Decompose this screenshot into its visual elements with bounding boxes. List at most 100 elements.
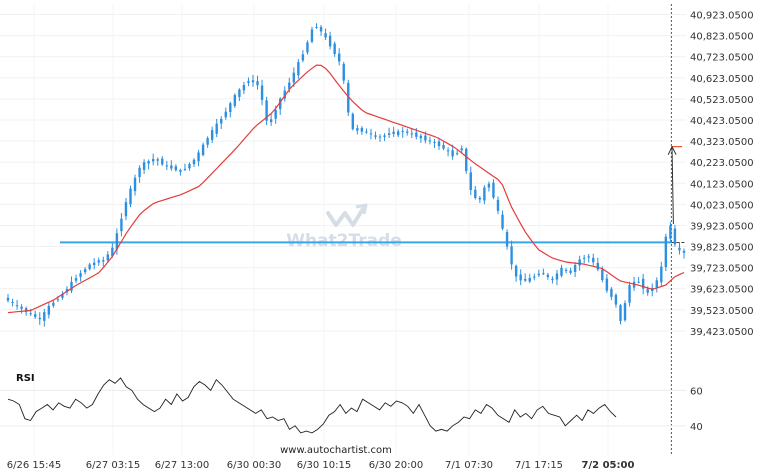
price-tick-label: 40,023.0500 xyxy=(690,200,754,211)
candle-body xyxy=(592,257,595,263)
candle-body xyxy=(43,312,46,321)
candle-body xyxy=(628,284,631,303)
candle-body xyxy=(265,100,268,121)
candle-body xyxy=(165,165,168,167)
candle-body xyxy=(564,269,568,271)
candle-body xyxy=(437,141,441,147)
candle-body xyxy=(242,85,246,91)
time-tick-label: 6/26 15:45 xyxy=(7,460,61,471)
candle-body xyxy=(496,199,500,211)
time-axis: 6/26 15:45 6/27 03:15 6/27 13:00 6/30 00:30… xyxy=(7,460,635,471)
candle-body xyxy=(347,82,350,113)
price-tick-label: 40,523.0500 xyxy=(690,95,754,106)
candle-body xyxy=(610,288,613,297)
candle-body xyxy=(161,158,164,165)
candle-body xyxy=(483,187,486,201)
candle-body xyxy=(170,165,173,169)
candle-body xyxy=(560,267,563,276)
candle-body xyxy=(673,228,677,245)
time-grid xyxy=(33,4,609,455)
arrow-head-icon xyxy=(667,145,677,156)
price-tick-label: 39,623.0500 xyxy=(690,285,754,296)
candle-body xyxy=(11,302,14,304)
candle-body xyxy=(505,231,509,247)
rsi-grid xyxy=(0,389,686,427)
candle-body xyxy=(179,169,182,172)
candle-body xyxy=(315,26,318,28)
candle-body xyxy=(310,29,314,42)
candle-body xyxy=(29,313,32,315)
candle-body xyxy=(524,278,527,281)
price-tick-label: 39,523.0500 xyxy=(690,306,754,317)
candle-body xyxy=(93,262,96,266)
candle-body xyxy=(15,305,19,307)
candle-body xyxy=(292,72,296,83)
candle-body xyxy=(233,94,237,106)
candle-body xyxy=(501,214,504,229)
candle-body xyxy=(351,113,355,130)
candle-body xyxy=(646,289,649,293)
watermark: What2Trade xyxy=(286,203,402,251)
candle-body xyxy=(83,269,87,273)
candle-body xyxy=(74,278,78,281)
price-tick-label: 40,323.0500 xyxy=(690,137,754,148)
candle-body xyxy=(410,133,413,135)
time-tick-label: 6/27 13:00 xyxy=(155,460,209,471)
candle-body xyxy=(206,138,209,145)
candle-body xyxy=(519,274,522,281)
candle-body xyxy=(469,172,472,191)
candle-body xyxy=(324,33,327,38)
candle-body xyxy=(641,278,645,289)
candle-body xyxy=(474,189,477,198)
candle-body xyxy=(197,152,200,162)
rsi-line xyxy=(7,377,617,434)
candle-body xyxy=(79,273,82,277)
candle-body xyxy=(24,308,28,313)
candle-body xyxy=(392,131,395,134)
watermark-logo-icon xyxy=(326,203,368,227)
candle-body xyxy=(660,266,663,283)
candle-body xyxy=(419,135,423,139)
candle-body xyxy=(510,246,513,265)
time-tick-label: 7/1 07:30 xyxy=(445,460,493,471)
price-tick-label: 40,923.0500 xyxy=(690,11,754,22)
candle-body xyxy=(487,183,491,188)
price-tick-label: 40,423.0500 xyxy=(690,116,754,127)
candle-body xyxy=(542,273,545,275)
candle-body xyxy=(478,197,482,200)
time-tick-label: 6/30 10:15 xyxy=(297,460,351,471)
candle-body xyxy=(337,53,341,62)
candle-body xyxy=(614,294,618,305)
candle-body xyxy=(220,118,223,124)
candle-body xyxy=(451,150,454,157)
candle-body xyxy=(251,80,255,83)
candle-body xyxy=(47,305,51,315)
candle-body xyxy=(34,314,37,317)
candle-body xyxy=(224,111,227,118)
candle-body xyxy=(188,163,191,169)
candle-body xyxy=(365,131,368,133)
candle-body xyxy=(555,273,559,280)
candle-body xyxy=(147,161,150,164)
candle-body xyxy=(269,119,273,123)
candle-body xyxy=(238,89,241,97)
candle-body xyxy=(424,135,427,141)
candle-body xyxy=(528,277,531,282)
price-tick-label: 40,223.0500 xyxy=(690,158,754,169)
candle-body xyxy=(442,144,445,149)
candle-body xyxy=(138,167,141,178)
candle-body xyxy=(115,233,119,250)
candle-body xyxy=(183,168,187,170)
candle-body xyxy=(151,158,155,162)
candle-body xyxy=(569,270,572,273)
candle-body xyxy=(61,294,64,298)
candle-body xyxy=(356,128,359,131)
candle-body xyxy=(578,259,581,266)
rsi-tick-label: 60 xyxy=(690,386,703,397)
candle-body xyxy=(637,281,640,283)
candle-body xyxy=(229,103,232,113)
forecast-arrow xyxy=(667,145,677,224)
footer-url: www.autochartist.com xyxy=(280,445,392,456)
candle-body xyxy=(306,42,309,53)
